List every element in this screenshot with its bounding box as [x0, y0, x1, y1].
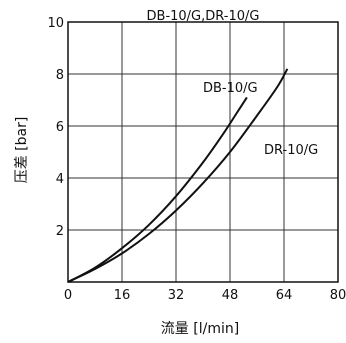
y-tick-label: 4 [56, 172, 64, 187]
series-layer [67, 68, 289, 283]
x-tick-label: 80 [330, 288, 346, 303]
x-tick-label: 0 [64, 288, 72, 303]
x-tick-label: 64 [276, 288, 293, 303]
y-axis-label: 压差 [bar] [14, 117, 30, 184]
x-tick-label: 48 [222, 288, 239, 303]
series-label-db10g: DB-10/G [203, 81, 258, 96]
x-axis-label: 流量 [l/min] [161, 321, 239, 337]
plot-frame [67, 21, 339, 283]
grid [67, 21, 339, 283]
y-tick-label: 10 [47, 16, 64, 31]
x-tick-label: 32 [168, 288, 185, 303]
series-line-dr-10-g [67, 68, 289, 283]
y-tick-label: 8 [56, 68, 64, 83]
series-line-db-10-g [67, 96, 248, 283]
tick-labels: 0 16 32 48 64 80 2 4 6 8 10 [47, 16, 346, 303]
x-tick-label: 16 [114, 288, 131, 303]
series-label-dr10g: DR-10/G [264, 143, 318, 158]
y-tick-label: 6 [56, 120, 64, 135]
y-tick-label: 2 [56, 224, 64, 239]
chart-title: DB-10/G,DR-10/G [147, 9, 260, 24]
